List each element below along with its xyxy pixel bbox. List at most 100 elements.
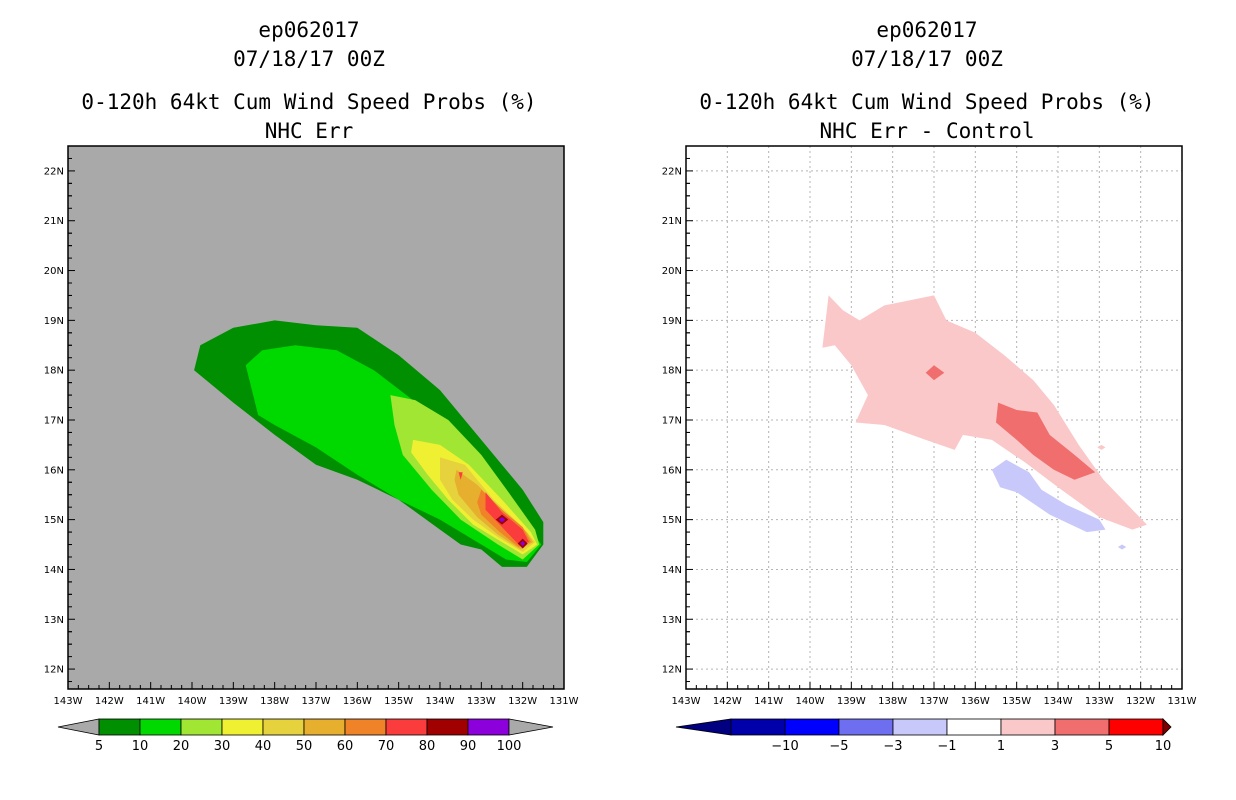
y-tick-label: 13N bbox=[662, 615, 682, 626]
y-tick-label: 16N bbox=[44, 465, 64, 476]
x-tick-label: 134W bbox=[1044, 696, 1073, 707]
y-tick-label: 21N bbox=[662, 216, 682, 227]
x-tick-label: 141W bbox=[754, 696, 783, 707]
y-tick-label: 19N bbox=[44, 316, 64, 327]
x-tick-label: 133W bbox=[467, 696, 496, 707]
subtitle: NHC Err bbox=[264, 119, 354, 143]
storm-id-title: ep062017 bbox=[258, 18, 360, 42]
difference-map: 143W 142W 141W 140W 139W 138W 137W 136W 135W 134W… bbox=[662, 145, 1197, 754]
colorbar-swatch bbox=[385, 718, 428, 736]
y-tick-label: 22N bbox=[44, 166, 64, 177]
colorbar-label: 5 bbox=[95, 739, 103, 754]
x-tick-label: 134W bbox=[426, 696, 455, 707]
x-tick-label: 142W bbox=[95, 696, 124, 707]
colorbar-label: 80 bbox=[419, 739, 436, 754]
colorbar-swatch bbox=[1108, 718, 1164, 736]
colorbar-swatch bbox=[946, 718, 1002, 736]
colorbar-label: −5 bbox=[829, 739, 848, 754]
contour-level-70 bbox=[485, 492, 529, 545]
y-tick-label: 17N bbox=[662, 415, 682, 426]
x-tick-label: 143W bbox=[672, 696, 701, 707]
colorbar-label: 1 bbox=[997, 739, 1005, 754]
colorbar-high-arrow bbox=[508, 718, 554, 736]
x-tick-label: 137W bbox=[302, 696, 331, 707]
storm-id-title: ep062017 bbox=[876, 18, 978, 42]
x-tick-label: 138W bbox=[260, 696, 289, 707]
contour-level-90 bbox=[498, 517, 506, 523]
colorbar: −10 −5 −3 −1 1 3 5 10 bbox=[675, 718, 1172, 754]
y-tick-label: 20N bbox=[662, 266, 682, 277]
colorbar-swatch bbox=[139, 718, 182, 736]
colorbar-label: 10 bbox=[1155, 739, 1172, 754]
datetime-title: 07/18/17 00Z bbox=[851, 47, 1003, 71]
colorbar-swatch bbox=[892, 718, 948, 736]
x-tick-label: 140W bbox=[796, 696, 825, 707]
colorbar-label: 100 bbox=[497, 739, 522, 754]
x-tick-label: 132W bbox=[508, 696, 537, 707]
colorbar-swatch bbox=[221, 718, 264, 736]
colorbar-high-arrow bbox=[1162, 718, 1172, 736]
colorbar-label: 40 bbox=[255, 739, 272, 754]
colorbar-label: 5 bbox=[1105, 739, 1113, 754]
colorbar-label: −3 bbox=[883, 739, 902, 754]
y-tick-label: 12N bbox=[662, 665, 682, 676]
contour-level-3 bbox=[925, 365, 945, 381]
contour-level-3 bbox=[996, 402, 1096, 480]
y-tick-label: 17N bbox=[44, 415, 64, 426]
colorbar-label: 90 bbox=[460, 739, 477, 754]
y-tick-label: 18N bbox=[662, 366, 682, 377]
colorbar-swatch bbox=[344, 718, 387, 736]
contour-level-neg1 bbox=[991, 459, 1106, 533]
colorbar-swatch bbox=[98, 718, 141, 736]
x-tick-label: 136W bbox=[961, 696, 990, 707]
colorbar-label: 50 bbox=[296, 739, 313, 754]
x-tick-label: 135W bbox=[384, 696, 413, 707]
x-tick-label: 143W bbox=[54, 696, 83, 707]
x-tick-label: 133W bbox=[1085, 696, 1114, 707]
x-tick-label: 136W bbox=[343, 696, 372, 707]
contour-level-90 bbox=[520, 541, 526, 546]
datetime-title: 07/18/17 00Z bbox=[233, 47, 385, 71]
contour-level-70 bbox=[458, 472, 463, 480]
product-title: 0-120h 64kt Cum Wind Speed Probs (%) bbox=[81, 90, 537, 114]
colorbar-swatch bbox=[1054, 718, 1110, 736]
x-tick-label: 131W bbox=[550, 696, 579, 707]
probability-map: 143W 142W 141W 140W 139W 138W 137W 136W 135W 134W… bbox=[44, 145, 579, 754]
x-tick-label: 140W bbox=[178, 696, 207, 707]
panel-nhc-err-minus-control: ep062017 07/18/17 00Z 0-120h 64kt Cum Wi… bbox=[618, 0, 1236, 800]
y-tick-label: 15N bbox=[662, 515, 682, 526]
colorbar-swatch bbox=[180, 718, 223, 736]
colorbar-label: 60 bbox=[337, 739, 354, 754]
colorbar-label: 70 bbox=[378, 739, 395, 754]
y-tick-label: 14N bbox=[662, 565, 682, 576]
colorbar-low-arrow bbox=[57, 718, 100, 736]
colorbar-swatch bbox=[1000, 718, 1056, 736]
y-tick-label: 22N bbox=[662, 166, 682, 177]
colorbar-swatch bbox=[303, 718, 346, 736]
y-tick-label: 13N bbox=[44, 615, 64, 626]
subtitle: NHC Err - Control bbox=[819, 119, 1035, 143]
colorbar-label: 3 bbox=[1051, 739, 1059, 754]
colorbar-label: 20 bbox=[173, 739, 190, 754]
x-tick-label: 139W bbox=[219, 696, 248, 707]
x-tick-label: 131W bbox=[1168, 696, 1197, 707]
x-tick-label: 138W bbox=[878, 696, 907, 707]
colorbar-low-arrow bbox=[675, 718, 732, 736]
colorbar-label: −1 bbox=[937, 739, 956, 754]
x-tick-label: 141W bbox=[136, 696, 165, 707]
y-tick-label: 15N bbox=[44, 515, 64, 526]
colorbar-label: 10 bbox=[132, 739, 149, 754]
x-tick-label: 137W bbox=[920, 696, 949, 707]
y-tick-label: 19N bbox=[662, 316, 682, 327]
x-tick-label: 139W bbox=[837, 696, 866, 707]
y-tick-label: 14N bbox=[44, 565, 64, 576]
colorbar-swatch bbox=[262, 718, 305, 736]
contour-level-1 bbox=[1097, 444, 1106, 450]
y-tick-label: 18N bbox=[44, 366, 64, 377]
product-title: 0-120h 64kt Cum Wind Speed Probs (%) bbox=[699, 90, 1155, 114]
contour-level-neg1 bbox=[1117, 544, 1127, 550]
y-tick-label: 20N bbox=[44, 266, 64, 277]
colorbar: 5 10 20 30 40 50 60 70 80 90 100 bbox=[57, 718, 554, 754]
colorbar-swatch bbox=[426, 718, 469, 736]
y-tick-label: 16N bbox=[662, 465, 682, 476]
